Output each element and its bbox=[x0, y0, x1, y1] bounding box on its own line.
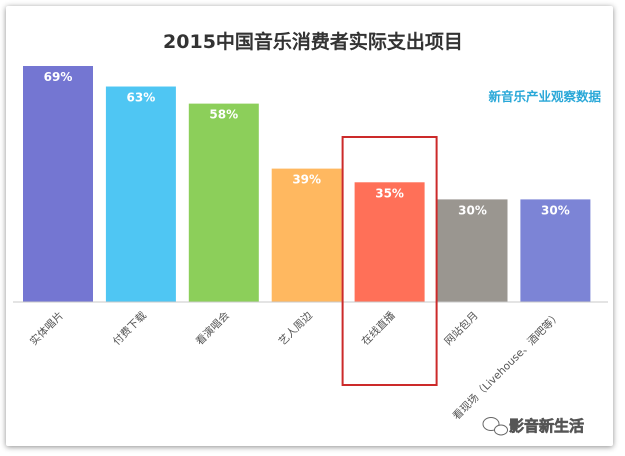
category-label-5: 在线直播 bbox=[359, 309, 398, 348]
category-label-2: 付费下载 bbox=[110, 309, 149, 348]
highlight-box bbox=[341, 136, 438, 386]
bar-2 bbox=[105, 86, 176, 303]
value-label-1: 69% bbox=[44, 70, 73, 84]
bar-5 bbox=[354, 182, 425, 302]
category-label-6: 网站包月 bbox=[442, 309, 481, 348]
value-label-5: 35% bbox=[375, 186, 404, 200]
wechat-logo-icon bbox=[482, 417, 508, 436]
value-label-4: 39% bbox=[292, 173, 321, 187]
bar-3 bbox=[188, 103, 259, 302]
value-label-7: 30% bbox=[541, 203, 570, 217]
bar-1 bbox=[23, 66, 93, 302]
bar-6 bbox=[437, 199, 508, 302]
value-label-6: 30% bbox=[458, 203, 487, 217]
category-label-3: 看演唱会 bbox=[193, 309, 232, 348]
chart-title: 2015中国音乐消费者实际支出项目 bbox=[163, 30, 463, 53]
value-label-3: 58% bbox=[209, 108, 238, 122]
watermark-text: 影音新生活 bbox=[509, 417, 584, 435]
bar-4 bbox=[271, 168, 342, 302]
value-label-2: 63% bbox=[127, 91, 156, 105]
watermark: 影音新生活 bbox=[482, 417, 584, 436]
category-label-1: 实体唱片 bbox=[27, 309, 66, 348]
category-label-4: 艺人周边 bbox=[277, 309, 316, 348]
chart-subtitle: 新音乐产业观察数据 bbox=[488, 89, 601, 104]
bar-7 bbox=[520, 199, 591, 302]
